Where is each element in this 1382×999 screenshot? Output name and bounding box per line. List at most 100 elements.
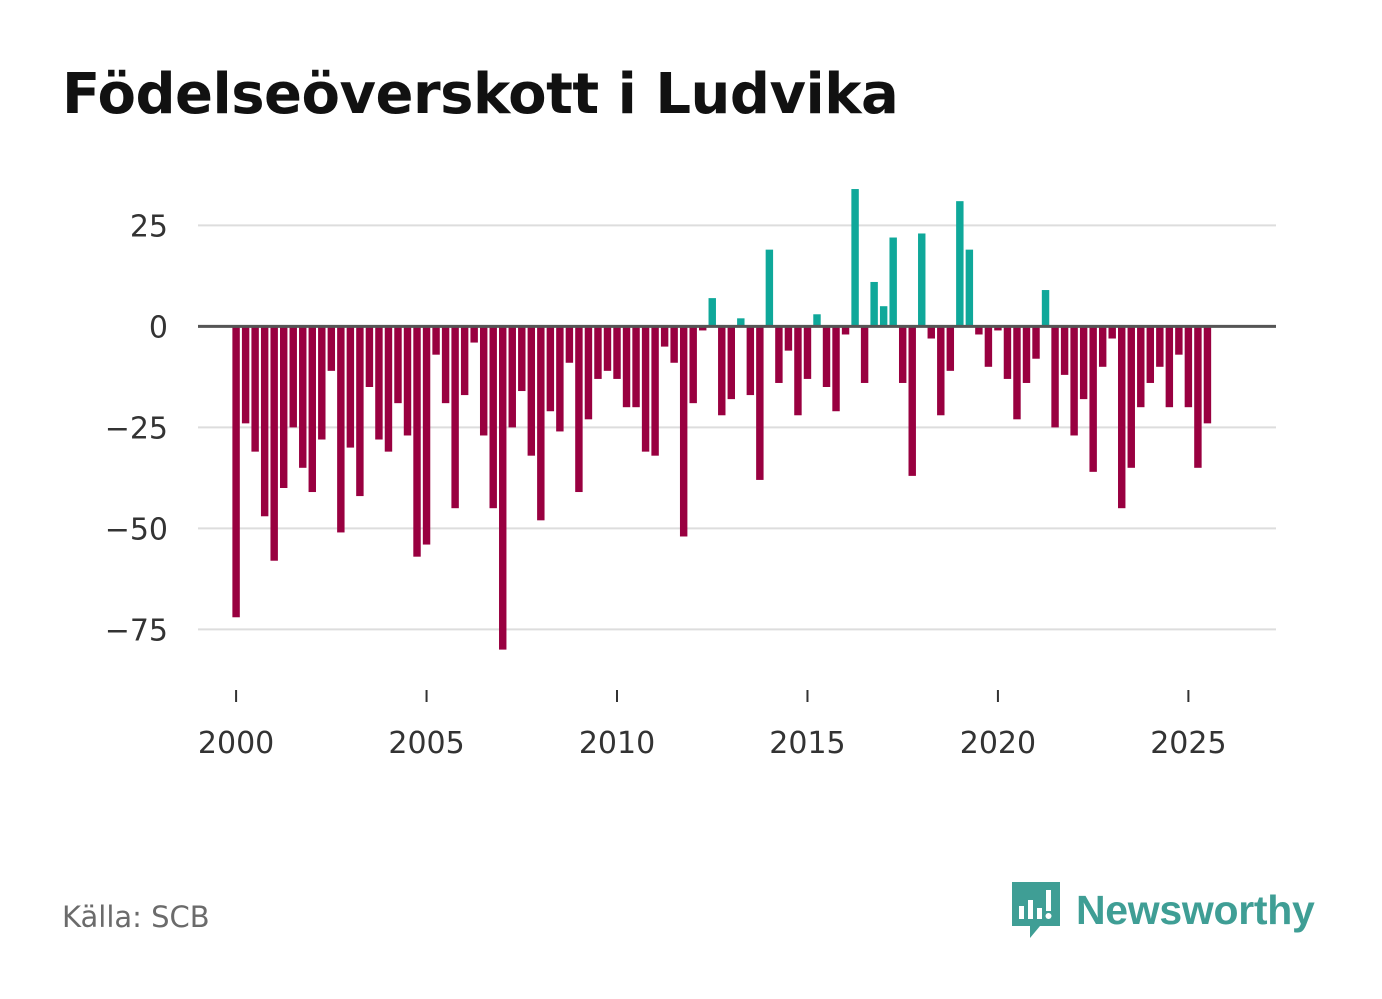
- bar: [613, 326, 621, 379]
- bar: [584, 326, 593, 420]
- bar: [1156, 326, 1164, 367]
- bar: [775, 326, 783, 383]
- bar: [746, 326, 755, 396]
- bar: [737, 318, 745, 327]
- bar: [327, 326, 336, 371]
- bar: [337, 326, 345, 533]
- bar: [927, 326, 935, 339]
- bar: [984, 326, 993, 367]
- bar: [860, 326, 869, 383]
- bar: [889, 237, 897, 327]
- x-axis-ticks: 2000 2005 2010 2015 2020 2025: [198, 690, 1227, 761]
- y-tick-label: 0: [149, 310, 168, 345]
- bar: [422, 326, 431, 545]
- bar: [1137, 326, 1145, 408]
- bar: [689, 326, 697, 404]
- bar: [594, 326, 602, 379]
- bar: [784, 326, 793, 351]
- x-tick-label: 2025: [1150, 726, 1226, 761]
- bar: [898, 326, 907, 383]
- bar: [908, 326, 916, 476]
- bar: [651, 326, 659, 456]
- bar: [508, 326, 516, 428]
- bar: [1032, 326, 1040, 359]
- bar: [660, 326, 669, 347]
- bar: [1089, 326, 1097, 472]
- bar: [1041, 290, 1050, 327]
- bar: [270, 326, 278, 561]
- y-tick-label: −75: [105, 613, 168, 648]
- bar: [708, 298, 716, 327]
- bar: [518, 326, 526, 392]
- bar: [670, 326, 678, 363]
- bar: [403, 326, 412, 436]
- bar: [556, 326, 564, 432]
- bar: [432, 326, 440, 355]
- bar: [546, 326, 555, 412]
- y-axis-labels: 25 0 −25 −50 −75: [105, 209, 168, 648]
- bar: [575, 326, 583, 493]
- bar: [384, 326, 393, 452]
- bar: [527, 326, 536, 456]
- x-tick-label: 2010: [579, 726, 655, 761]
- bar: [1184, 326, 1193, 408]
- bar: [756, 326, 764, 480]
- bar: [1175, 326, 1183, 355]
- bar: [1022, 326, 1031, 383]
- bar: [794, 326, 802, 416]
- bar: [718, 326, 726, 416]
- x-tick-label: 2020: [960, 726, 1036, 761]
- bars: [232, 189, 1212, 650]
- x-tick-label: 2015: [769, 726, 845, 761]
- bar: [241, 326, 250, 424]
- bar: [289, 326, 297, 428]
- bar: [813, 314, 821, 327]
- bar: [318, 326, 326, 440]
- bar: [622, 326, 631, 408]
- bar: [1013, 326, 1021, 420]
- bar: [937, 326, 945, 416]
- bar: [1194, 326, 1202, 468]
- bar: [470, 326, 478, 343]
- brand-name: Newsworthy: [1076, 886, 1315, 933]
- bar: [260, 326, 269, 517]
- x-tick-label: 2005: [388, 726, 464, 761]
- bar: [956, 201, 964, 327]
- bar: [308, 326, 316, 493]
- bar: [803, 326, 812, 379]
- bar: [727, 326, 735, 400]
- bar: [375, 326, 383, 440]
- y-tick-label: −50: [105, 512, 168, 547]
- bar: [1070, 326, 1078, 436]
- y-tick-label: 25: [130, 209, 168, 244]
- bar: [765, 249, 774, 327]
- bar: [1098, 326, 1107, 367]
- bar: [251, 326, 259, 452]
- chart-title: Födelseöverskott i Ludvika: [62, 62, 899, 127]
- bar: [1203, 326, 1212, 424]
- bar: [413, 326, 421, 557]
- y-tick-label: −25: [105, 411, 168, 446]
- bar: [565, 326, 574, 363]
- bar: [489, 326, 497, 509]
- bar: [299, 326, 307, 468]
- bar: [451, 326, 459, 509]
- bar: [394, 326, 402, 404]
- bar: [1003, 326, 1012, 379]
- x-tick-label: 2000: [198, 726, 274, 761]
- bar: [346, 326, 355, 448]
- bar: [1108, 326, 1116, 339]
- bar: [1051, 326, 1059, 428]
- bar: [1060, 326, 1069, 375]
- bar: [1118, 326, 1126, 509]
- bar: [232, 326, 240, 618]
- newsworthy-logo-icon: [1012, 882, 1060, 938]
- bar: [603, 326, 612, 371]
- bar: [1127, 326, 1135, 468]
- bar: [365, 326, 374, 387]
- bar: [918, 233, 926, 327]
- bar: [1165, 326, 1174, 408]
- bar: [460, 326, 469, 396]
- bar: [994, 326, 1002, 331]
- bar: [822, 326, 831, 387]
